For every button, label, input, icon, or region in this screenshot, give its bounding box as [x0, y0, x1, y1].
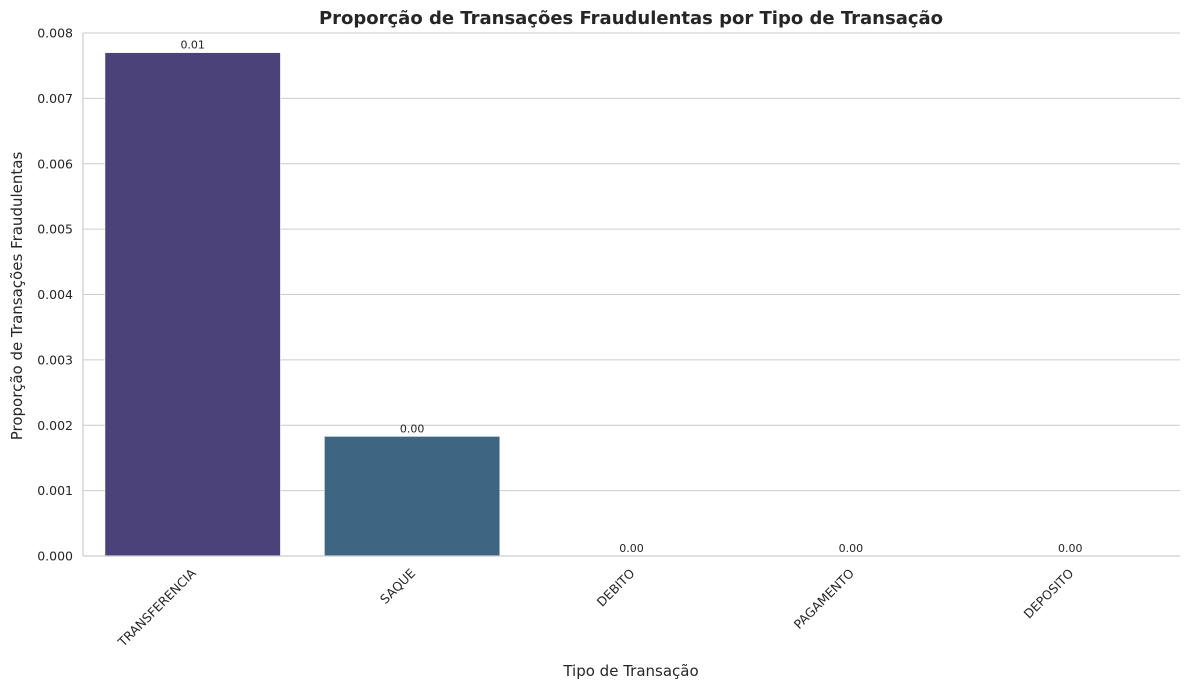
data-label: 0.00 [400, 422, 425, 435]
y-tick-label: 0.005 [37, 222, 73, 237]
data-label: 0.01 [180, 39, 205, 52]
y-tick-label: 0.003 [37, 352, 73, 367]
data-label: 0.00 [1058, 542, 1083, 555]
x-tick-label: DEBITO [594, 565, 638, 609]
data-label: 0.00 [839, 542, 864, 555]
y-axis-label: Proporção de Transações Fraudulentas [8, 152, 26, 441]
bars [104, 52, 501, 557]
data-labels: 0.01 0.00 0.00 0.00 0.00 [180, 39, 1082, 555]
x-axis-label: Tipo de Transação [562, 662, 698, 680]
y-tick-labels: 0.000 0.001 0.002 0.003 0.004 0.005 0.006 0.007… [37, 26, 73, 564]
axis-spines [82, 33, 1180, 557]
y-tick-label: 0.007 [37, 91, 73, 106]
y-tick-label: 0.006 [37, 156, 73, 171]
y-tick-label: 0.000 [37, 549, 73, 564]
bar-saque [324, 436, 501, 557]
x-tick-label: DEPOSITO [1021, 565, 1077, 621]
y-tick-label: 0.008 [37, 26, 73, 41]
x-tick-label: PAGAMENTO [791, 565, 857, 631]
x-tick-label: TRANSFERENCIA [114, 565, 199, 650]
x-tick-label: SAQUE [377, 565, 418, 606]
x-tick-labels: TRANSFERENCIA SAQUE DEBITO PAGAMENTO DEPOSIT… [114, 565, 1076, 650]
bar-transferencia [104, 52, 281, 557]
chart-title: Proporção de Transações Fraudulentas por… [319, 8, 943, 29]
data-label: 0.00 [619, 542, 644, 555]
y-tick-label: 0.002 [37, 418, 73, 433]
y-tick-label: 0.004 [37, 287, 73, 302]
y-tick-label: 0.001 [37, 483, 73, 498]
